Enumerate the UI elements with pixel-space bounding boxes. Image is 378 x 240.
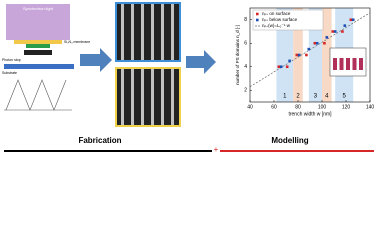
- point: [297, 53, 301, 57]
- stripe: [171, 69, 174, 125]
- plot-frame: [249, 7, 371, 103]
- stripe: [161, 69, 164, 125]
- inset-bar: [339, 58, 344, 70]
- region-label: 3: [314, 94, 318, 100]
- arrow: [186, 50, 216, 74]
- x-tick-label: 120: [342, 104, 351, 110]
- legend-label: nₚₛ on surface: [262, 11, 291, 16]
- y-tick-label: 6: [244, 41, 247, 47]
- region: [322, 8, 332, 102]
- region: [308, 8, 322, 102]
- y-tick-label: 2: [244, 88, 247, 94]
- x-tick-label: 60: [271, 104, 277, 110]
- x-axis-label: trench width w [nm]: [288, 111, 332, 117]
- stripe: [131, 69, 134, 125]
- point: [285, 65, 289, 69]
- point: [349, 18, 353, 22]
- stripe: [131, 4, 134, 60]
- figure: Synchrotron light Si₃N₄ membrane Photon …: [2, 2, 375, 154]
- photon-stop: [24, 50, 52, 55]
- point: [305, 53, 308, 57]
- point: [288, 59, 291, 63]
- light-beam: [6, 4, 70, 40]
- schematic: Synchrotron light Si₃N₄ membrane Photon …: [2, 4, 90, 111]
- substrate-label: Substrate: [2, 71, 17, 75]
- point: [351, 18, 355, 22]
- legend-label: nₚₛ below surface: [262, 17, 298, 22]
- stripes: [121, 4, 174, 125]
- region-label: 4: [325, 94, 329, 100]
- legend-label: nₚₛ(w)=L₀⁻¹·w: [262, 23, 291, 28]
- inset-bar: [359, 58, 363, 70]
- stripe: [141, 69, 144, 125]
- region: [276, 8, 294, 102]
- point: [325, 36, 329, 39]
- substrate: [4, 64, 74, 69]
- stripe: [141, 4, 144, 60]
- inset-bar: [333, 58, 337, 70]
- stripe: [161, 4, 164, 60]
- legend-box: [252, 9, 324, 31]
- point: [279, 65, 283, 69]
- mask: [26, 44, 50, 48]
- plus: +: [214, 145, 219, 154]
- point: [341, 30, 344, 33]
- sem-image: [115, 2, 181, 62]
- caption: Fabrication: [78, 136, 121, 145]
- point: [333, 30, 337, 33]
- chart: 1 2 3 4 5 40 60 80 100 120 140 2 4 6 8 trench width w […: [235, 7, 375, 117]
- point: [315, 41, 319, 45]
- point: [343, 24, 347, 27]
- x-tick-label: 140: [366, 104, 375, 110]
- sem-image: [115, 67, 181, 127]
- point: [331, 30, 335, 33]
- legend-swatch: [256, 18, 259, 22]
- region-label: 5: [343, 94, 347, 100]
- point: [295, 53, 299, 57]
- schematic-title: Synchrotron light: [23, 6, 54, 11]
- region-label: 2: [296, 94, 300, 100]
- x-tick-label: 40: [247, 104, 253, 110]
- x-tick-label: 100: [318, 104, 327, 110]
- stripe: [151, 4, 154, 60]
- point: [307, 47, 311, 51]
- stripe: [121, 4, 124, 60]
- stop-label: Photon stop: [2, 58, 21, 62]
- caption: Modelling: [271, 136, 308, 145]
- point: [277, 65, 281, 69]
- stripe: [151, 69, 154, 125]
- point: [323, 41, 326, 45]
- stripe: [171, 4, 174, 60]
- inset-bar: [346, 58, 350, 70]
- x-tick-label: 80: [295, 104, 301, 110]
- legend-swatch: [256, 12, 259, 16]
- membrane: [14, 40, 62, 44]
- stripe: [121, 69, 124, 125]
- arrow: [80, 48, 112, 72]
- y-tick-label: 4: [244, 64, 247, 70]
- membrane-label: Si₃N₄ membrane: [64, 40, 90, 44]
- inset-bar: [352, 58, 357, 70]
- point: [313, 41, 317, 45]
- y-tick-label: 8: [244, 17, 247, 23]
- interference: [5, 79, 67, 111]
- region-label: 1: [283, 94, 287, 100]
- y-axis-label: number of PS domains n_d [-]: [235, 25, 240, 85]
